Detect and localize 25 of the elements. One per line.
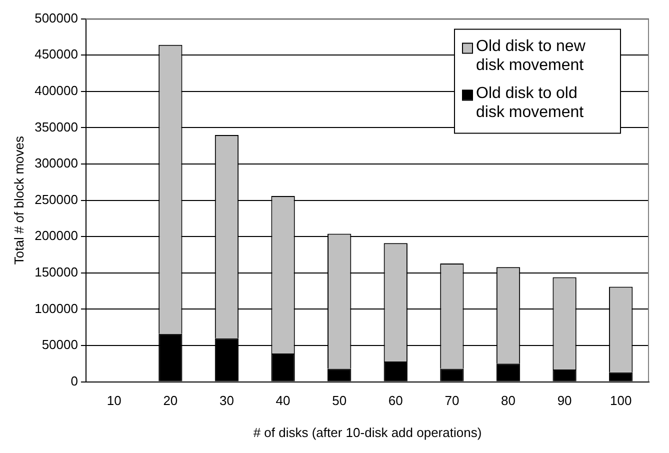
x-tick-label: 10 xyxy=(106,393,122,408)
x-tick-label: 80 xyxy=(501,393,516,408)
y-tick-label: 300000 xyxy=(34,156,78,171)
x-tick-label: 30 xyxy=(220,393,234,408)
y-tick-label: 50000 xyxy=(42,337,78,352)
y-tick-label: 450000 xyxy=(34,46,78,62)
y-axis-title: Total # of block moves xyxy=(11,135,26,265)
y-tick-label: 200000 xyxy=(34,228,78,244)
y-tick-label: 350000 xyxy=(34,119,78,134)
legend-label: Old disk to old disk movement xyxy=(476,85,584,122)
x-tick-label: 100 xyxy=(610,393,632,408)
y-tick-label: 0 xyxy=(70,373,78,388)
x-tick-label: 60 xyxy=(388,393,403,408)
y-tick-label: 100000 xyxy=(34,300,78,316)
x-tick-label: 90 xyxy=(557,393,572,408)
x-tick-label: 20 xyxy=(163,393,178,408)
legend-label: Old disk to new disk movement xyxy=(476,38,586,74)
x-axis-title: # of disks (after 10-disk add operations) xyxy=(253,424,482,440)
y-tick-label: 150000 xyxy=(34,264,78,280)
x-tick-label: 50 xyxy=(332,393,347,408)
y-tick-label: 400000 xyxy=(34,82,78,98)
y-tick-label: 500000 xyxy=(34,10,78,26)
x-tick-label: 40 xyxy=(276,393,290,408)
x-tick-label: 70 xyxy=(444,393,460,408)
y-tick-label: 250000 xyxy=(34,192,78,207)
